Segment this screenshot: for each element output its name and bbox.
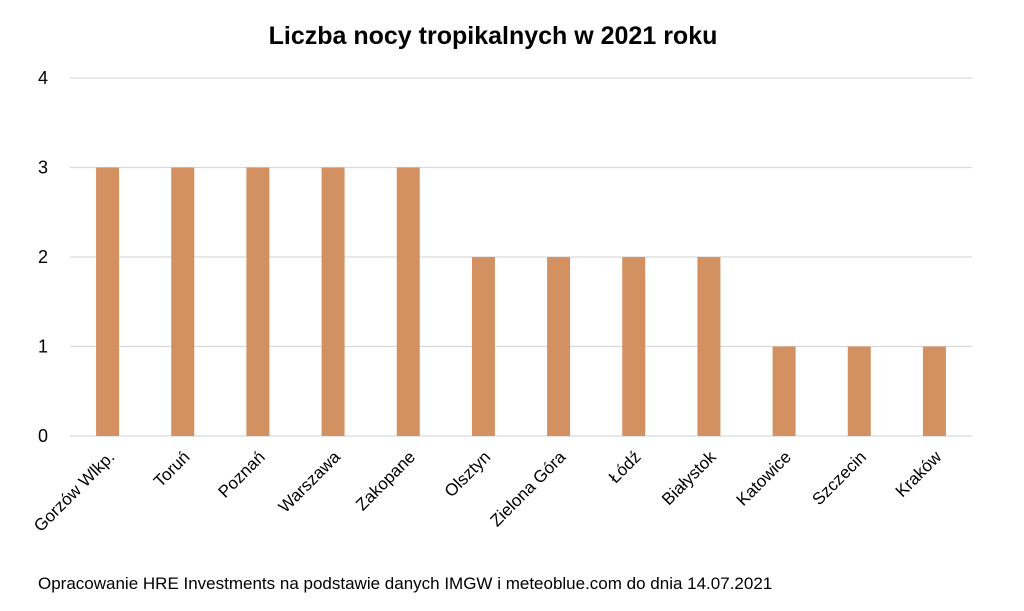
x-category-label: Olsztyn xyxy=(441,447,495,501)
bar xyxy=(847,346,871,436)
chart-title: Liczba nocy tropikalnych w 2021 roku xyxy=(269,22,718,50)
x-category-label: Łódź xyxy=(605,447,645,487)
bar xyxy=(622,257,646,436)
y-tick-label: 1 xyxy=(38,337,48,357)
x-category-label: Toruń xyxy=(150,447,194,491)
bar xyxy=(471,257,495,436)
x-category-label: Gorzów Wlkp. xyxy=(30,447,118,535)
bar xyxy=(96,167,120,436)
x-category-label: Poznań xyxy=(215,447,269,501)
y-tick-label: 0 xyxy=(38,426,48,446)
bar xyxy=(697,257,721,436)
bar xyxy=(922,346,946,436)
x-category-label: Warszawa xyxy=(275,447,344,516)
bar-chart: Liczba nocy tropikalnych w 2021 roku 0 1 2… xyxy=(30,22,972,536)
x-category-label: Kraków xyxy=(892,447,946,501)
bar xyxy=(396,167,420,436)
y-tick-label: 4 xyxy=(38,68,48,88)
bar xyxy=(246,167,270,436)
x-category-label: Szczecin xyxy=(809,447,871,509)
x-category-label: Zakopane xyxy=(352,447,419,514)
bars xyxy=(96,167,946,436)
bar xyxy=(171,167,195,436)
y-axis-ticks: 0 1 2 3 4 xyxy=(38,68,48,446)
x-axis-labels: Gorzów Wlkp. Toruń Poznań Warszawa Zakopane O… xyxy=(30,447,946,536)
x-category-label: Zielona Góra xyxy=(486,447,569,530)
x-category-label: Katowice xyxy=(733,447,795,509)
y-tick-label: 3 xyxy=(38,158,48,178)
bar xyxy=(547,257,571,436)
bar xyxy=(321,167,345,436)
source-note: Opracowanie HRE Investments na podstawie… xyxy=(38,574,773,593)
bar xyxy=(772,346,796,436)
y-tick-label: 2 xyxy=(38,247,48,267)
gridlines xyxy=(70,77,972,437)
x-category-label: Białystok xyxy=(658,447,720,509)
